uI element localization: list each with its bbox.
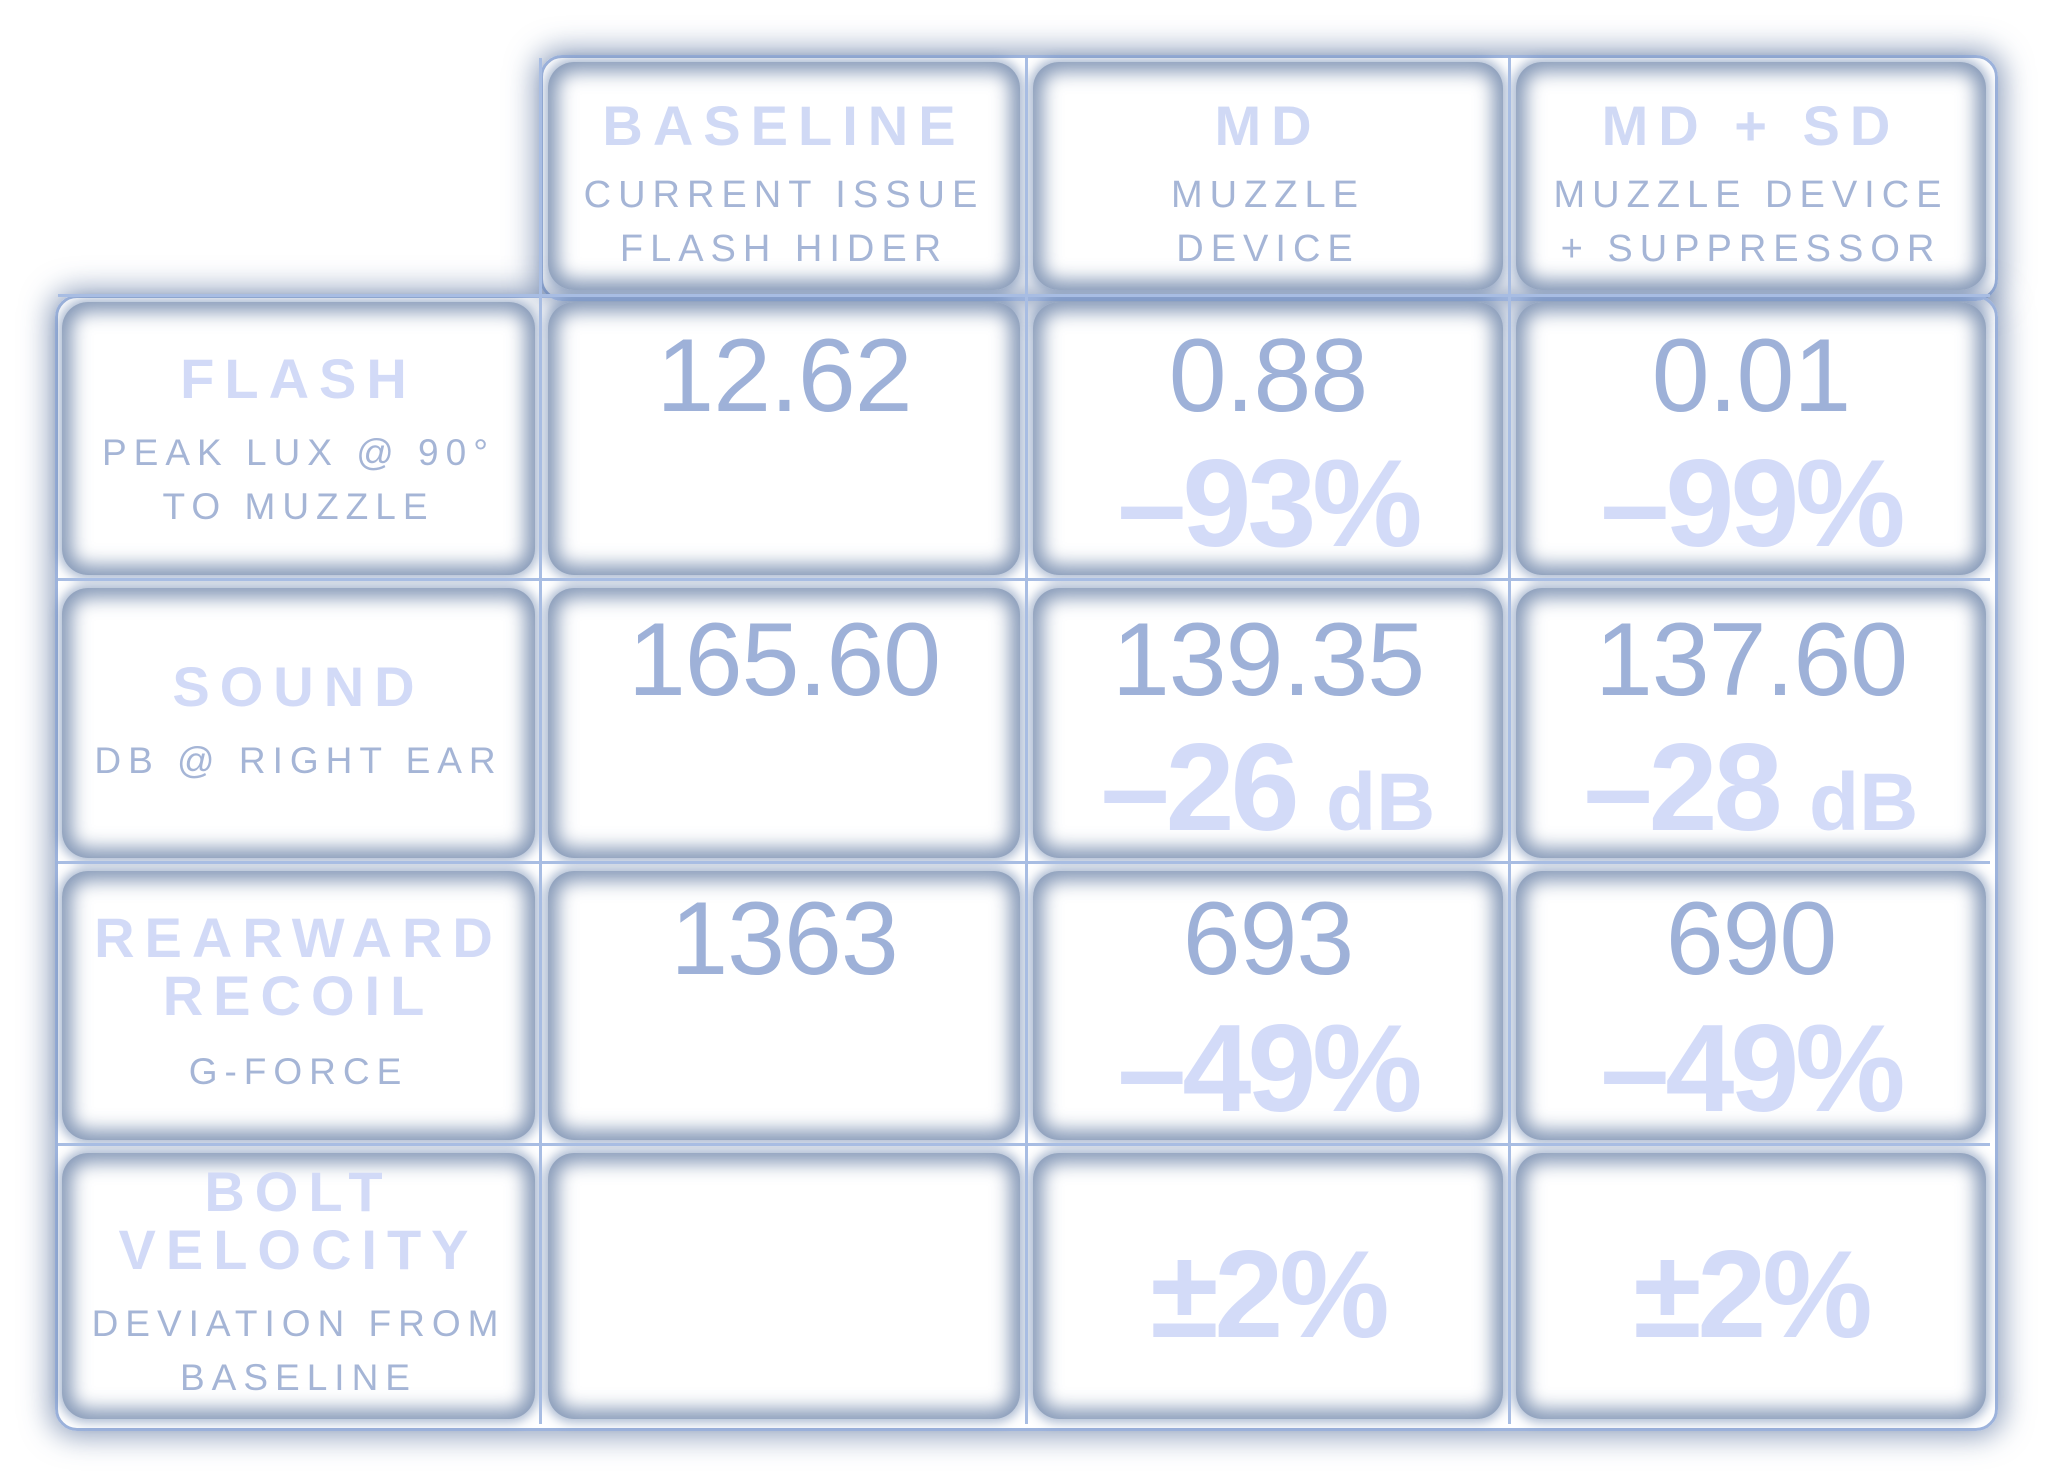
change-sound-mdsd: –28 dB: [1516, 726, 1986, 850]
column-subtitle-baseline-2: FLASH HIDER: [619, 228, 949, 270]
header-cell-md: MD MUZZLE DEVICE: [1033, 62, 1503, 290]
header-cell-mdsd: MD + SD MUZZLE DEVICE + SUPPRESSOR: [1516, 62, 1986, 290]
value-recoil-md: 693: [1182, 881, 1355, 997]
change-bolt-velocity-md: ±2%: [1033, 1233, 1503, 1357]
value-recoil-mdsd: 690: [1665, 881, 1838, 997]
cell-recoil-baseline: 1363: [548, 871, 1020, 1140]
change-sound-mdsd-number: –28: [1583, 719, 1783, 857]
row-title-bolt-velocity-2: VELOCITY: [118, 1218, 479, 1281]
value-flash-md: 0.88: [1168, 318, 1368, 434]
grid-line-horizontal-2: [58, 578, 1990, 581]
cell-flash-baseline: 12.62: [548, 302, 1020, 575]
grid-line-horizontal-4: [58, 1143, 1990, 1146]
value-sound-md: 139.35: [1111, 602, 1425, 718]
cell-sound-mdsd: 137.60 –28 dB: [1516, 588, 1986, 858]
row-subtitle-bolt-velocity-2: BASELINE: [180, 1357, 417, 1398]
column-subtitle-mdsd-1: MUZZLE DEVICE: [1553, 174, 1949, 216]
value-sound-mdsd: 137.60: [1594, 602, 1908, 718]
grid-line-vertical-3: [1508, 58, 1511, 1424]
value-flash-mdsd: 0.01: [1651, 318, 1851, 434]
cell-flash-md: 0.88 –93%: [1033, 302, 1503, 575]
cell-sound-baseline: 165.60: [548, 588, 1020, 858]
column-title-baseline: BASELINE: [602, 94, 966, 157]
header-cell-baseline: BASELINE CURRENT ISSUE FLASH HIDER: [548, 62, 1020, 290]
row-label-flash: FLASH PEAK LUX @ 90° TO MUZZLE: [62, 302, 535, 575]
row-label-bolt-velocity: BOLT VELOCITY DEVIATION FROM BASELINE: [62, 1153, 535, 1419]
cell-bolt-velocity-mdsd: ±2%: [1516, 1153, 1986, 1419]
change-flash-md-number: –93%: [1117, 435, 1422, 573]
column-subtitle-mdsd-2: + SUPPRESSOR: [1560, 228, 1942, 270]
row-subtitle-flash-1: PEAK LUX @ 90°: [101, 432, 496, 473]
change-bolt-velocity-md-number: ±2%: [1150, 1226, 1389, 1364]
change-bolt-velocity-mdsd-number: ±2%: [1633, 1226, 1872, 1364]
row-title-flash: FLASH: [180, 347, 417, 410]
change-sound-md: –26 dB: [1033, 726, 1503, 850]
change-flash-mdsd: –99%: [1516, 442, 1986, 566]
row-subtitle-bolt-velocity-1: DEVIATION FROM: [91, 1303, 506, 1344]
change-bolt-velocity-mdsd: ±2%: [1516, 1233, 1986, 1357]
row-title-sound: SOUND: [172, 655, 425, 718]
change-recoil-md-number: –49%: [1117, 1000, 1422, 1138]
grid-line-horizontal-3: [58, 861, 1990, 864]
row-subtitle-recoil-1: G-FORCE: [188, 1051, 409, 1092]
row-label-recoil: REARWARD RECOIL G-FORCE: [62, 871, 535, 1140]
row-subtitle-sound-1: DB @ RIGHT EAR: [94, 740, 503, 781]
column-subtitle-md-1: MUZZLE: [1171, 174, 1365, 216]
value-recoil-baseline: 1363: [670, 881, 898, 997]
cell-bolt-velocity-baseline: [548, 1153, 1020, 1419]
row-title-bolt-velocity-1: BOLT: [204, 1160, 393, 1223]
change-sound-md-number: –26: [1100, 719, 1300, 857]
change-recoil-mdsd-number: –49%: [1600, 1000, 1905, 1138]
grid-line-vertical-2: [1025, 58, 1028, 1424]
grid-line-vertical-1: [539, 58, 542, 1424]
change-recoil-md: –49%: [1033, 1007, 1503, 1131]
change-sound-md-unit: dB: [1326, 757, 1436, 848]
column-subtitle-baseline-1: CURRENT ISSUE: [583, 174, 985, 216]
row-label-sound: SOUND DB @ RIGHT EAR: [62, 588, 535, 858]
row-subtitle-flash-2: TO MUZZLE: [162, 486, 435, 527]
grid-line-horizontal-1: [58, 294, 1990, 297]
cell-bolt-velocity-md: ±2%: [1033, 1153, 1503, 1419]
row-title-recoil-2: RECOIL: [162, 964, 435, 1027]
column-title-md: MD: [1214, 94, 1322, 157]
cell-flash-mdsd: 0.01 –99%: [1516, 302, 1986, 575]
row-title-recoil-1: REARWARD: [94, 906, 503, 969]
value-sound-baseline: 165.60: [627, 602, 941, 718]
change-flash-mdsd-number: –99%: [1600, 435, 1905, 573]
column-subtitle-md-2: DEVICE: [1176, 228, 1360, 270]
value-flash-baseline: 12.62: [656, 318, 912, 434]
change-recoil-mdsd: –49%: [1516, 1007, 1986, 1131]
column-title-mdsd: MD + SD: [1601, 94, 1901, 157]
change-sound-mdsd-unit: dB: [1809, 757, 1919, 848]
cell-recoil-md: 693 –49%: [1033, 871, 1503, 1140]
cell-recoil-mdsd: 690 –49%: [1516, 871, 1986, 1140]
change-flash-md: –93%: [1033, 442, 1503, 566]
cell-sound-md: 139.35 –26 dB: [1033, 588, 1503, 858]
